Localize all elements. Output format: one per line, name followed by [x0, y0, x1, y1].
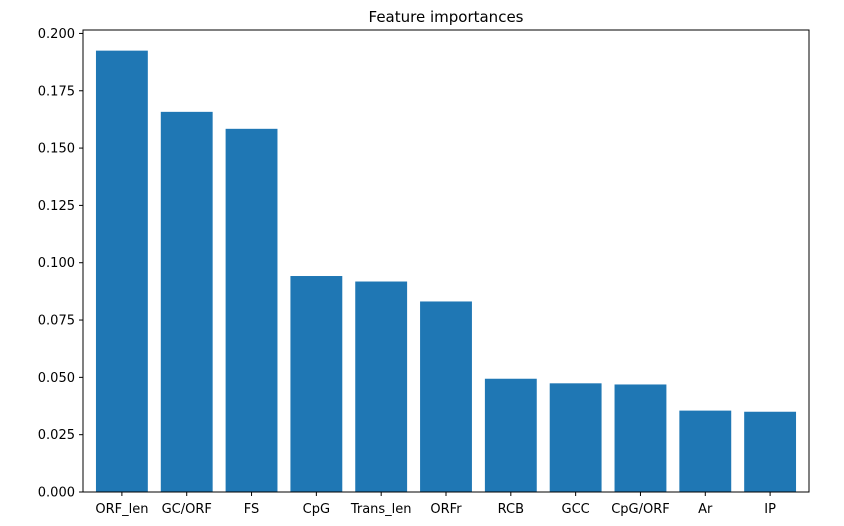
- bars-group: [95, 50, 797, 492]
- x-axis: ORF_len GC/ORF FS CpG Trans_len ORFr RCB GCC CpG…: [95, 492, 776, 517]
- y-tick-label: 0.075: [38, 314, 75, 329]
- y-tick-label: 0.200: [38, 27, 75, 42]
- y-tick-label: 0.000: [38, 486, 75, 501]
- x-tick-label: CpG: [303, 502, 330, 517]
- x-tick-label: GC/ORF: [162, 502, 212, 517]
- bar-GC/ORF: [160, 111, 213, 492]
- bar-ORF_len: [95, 50, 148, 492]
- y-tick-label: 0.100: [38, 256, 75, 271]
- y-tick-label: 0.175: [38, 84, 75, 99]
- x-tick-label: FS: [244, 502, 260, 517]
- bar-GCC: [549, 383, 602, 492]
- x-tick-label: Trans_len: [350, 502, 412, 517]
- bar-FS: [225, 128, 278, 492]
- x-tick-label: ORFr: [430, 502, 462, 517]
- bar-CpG: [290, 276, 343, 492]
- y-axis: 0.000 0.025 0.050 0.075 0.100 0.125 0.150 0.175…: [38, 27, 83, 501]
- bar-Ar: [679, 410, 732, 492]
- y-tick-label: 0.050: [38, 371, 75, 386]
- x-tick-label: ORF_len: [95, 502, 148, 517]
- chart-title: Feature importances: [369, 8, 524, 26]
- x-tick-label: GCC: [562, 502, 590, 517]
- bar-CpG/ORF: [614, 384, 667, 492]
- x-tick-label: CpG/ORF: [611, 502, 670, 517]
- x-tick-label: Ar: [698, 502, 713, 517]
- x-tick-label: RCB: [498, 502, 524, 517]
- bar-Trans_len: [355, 281, 408, 492]
- y-tick-label: 0.150: [38, 142, 75, 157]
- x-tick-label: IP: [764, 502, 776, 517]
- y-tick-label: 0.025: [38, 428, 75, 443]
- y-tick-label: 0.125: [38, 199, 75, 214]
- bar-RCB: [484, 378, 537, 492]
- bar-ORFr: [420, 301, 472, 492]
- bar-IP: [744, 411, 797, 492]
